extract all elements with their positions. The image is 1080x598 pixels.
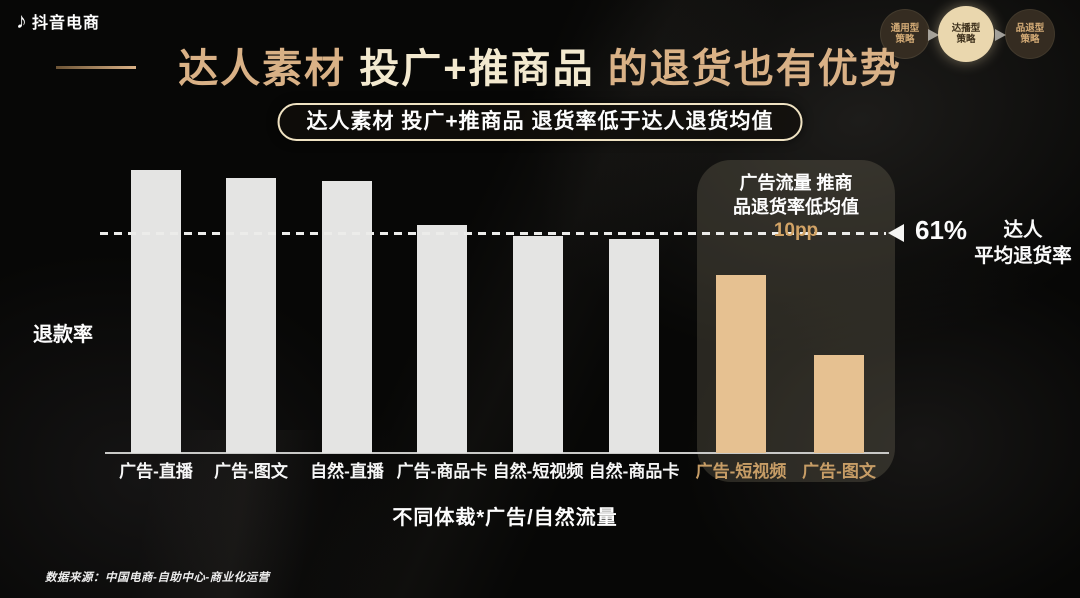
title-accent-line (56, 66, 136, 69)
app-logo: ♪ 抖音电商 (16, 9, 100, 33)
x-axis-label: 自然-商品卡 (588, 462, 680, 481)
reference-label: 达人 平均退货率 (948, 217, 1080, 269)
data-source: 数据来源：中国电商-自助中心-商业化运营 (45, 572, 270, 584)
title-part-gold: 的退货也有优势 (607, 47, 902, 91)
step-label: 策略 (956, 34, 976, 45)
step-label: 通用型 (890, 23, 920, 34)
x-axis-label: 广告-商品卡 (396, 462, 488, 481)
reference-label-line: 达人 (1003, 219, 1043, 241)
x-axis-line (105, 452, 889, 454)
bar (417, 224, 467, 453)
bar (513, 235, 563, 453)
step-label: 策略 (1020, 34, 1040, 45)
bar-highlighted (814, 355, 864, 453)
x-axis-label: 广告-直播 (119, 462, 193, 481)
bar (609, 239, 659, 453)
step-badge-return-strategy: 品退型 策略 (1006, 10, 1054, 58)
annotation-line: 品退货率低均值 (733, 197, 859, 217)
x-axis-label: 广告-短视频 (695, 462, 787, 481)
brand-name: 抖音电商 (32, 15, 101, 32)
page-title: 达人素材 投广+推商品 的退货也有优势 (0, 36, 1080, 94)
music-note-icon: ♪ (16, 8, 27, 33)
x-axis-label: 广告-图文 (802, 462, 876, 481)
chart-annotation: 广告流量 推商 品退货率低均值 10pp (697, 171, 895, 242)
step-badge-creator-strategy-active: 达播型 策略 (938, 6, 994, 62)
title-part-gold: 达人素材 (178, 47, 360, 91)
step-label: 达播型 (951, 23, 981, 34)
bar (226, 177, 276, 453)
strategy-steps: 通用型 策略 达播型 策略 品退型 策略 (878, 3, 1060, 62)
bar-highlighted (716, 275, 766, 453)
bar (131, 170, 181, 453)
arrow-right-icon (928, 29, 939, 41)
y-axis-label: 退款率 (33, 324, 93, 346)
x-axis-title: 不同体裁*广告/自然流量 (392, 507, 618, 529)
x-axis-label: 自然-短视频 (492, 462, 584, 481)
step-label: 品退型 (1015, 23, 1045, 34)
step-label: 策略 (895, 34, 915, 45)
x-axis-label: 广告-图文 (214, 462, 288, 481)
step-badge-generic-strategy: 通用型 策略 (881, 10, 929, 58)
subtitle-pill: 达人素材 投广+推商品 退货率低于达人退货均值 (277, 103, 803, 141)
reference-value: 61% (915, 215, 968, 245)
arrow-right-icon (995, 29, 1006, 41)
annotation-line: 广告流量 推商 (739, 173, 853, 193)
x-axis-label: 自然-直播 (310, 462, 384, 481)
bar (322, 181, 372, 453)
title-part-cream: 投广+推商品 (359, 47, 608, 91)
annotation-value: 10pp (773, 220, 819, 241)
reference-label-line: 平均退货率 (974, 245, 1072, 267)
